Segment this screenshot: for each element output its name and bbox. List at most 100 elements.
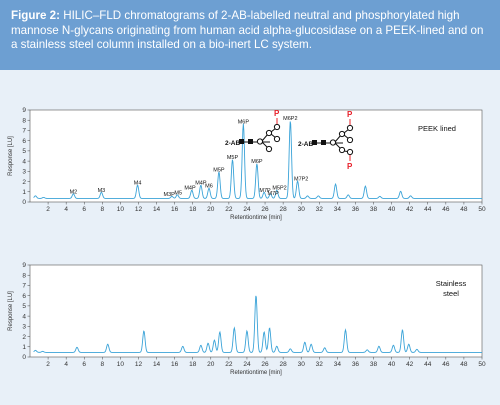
y-axis-label: Response [LU]	[8, 136, 14, 176]
glcnac-square-icon	[239, 139, 244, 144]
y-tick-label: 1	[22, 189, 26, 196]
y-tick-label: 0	[22, 354, 26, 361]
mannose-circle-icon	[346, 124, 354, 132]
mannose-circle-icon	[273, 135, 281, 143]
x-axis-label: Retentiontime [min]	[230, 370, 282, 376]
peak-label: M7P	[268, 191, 280, 197]
panel-label: steel	[443, 289, 459, 298]
x-tick-label: 34	[334, 361, 342, 368]
glycan-structures: 2-AB P 2-AB	[225, 109, 354, 171]
x-tick-label: 10	[117, 206, 125, 213]
glcnac-square-icon	[321, 140, 326, 145]
chromatogram-trace	[33, 121, 482, 199]
y-tick-label: 5	[22, 303, 26, 310]
peak-label: M7P	[259, 188, 271, 194]
peak-label: M6P	[238, 119, 250, 125]
y-tick-label: 8	[22, 272, 26, 279]
x-tick-label: 44	[424, 361, 432, 368]
x-tick-label: 22	[225, 361, 233, 368]
chromatogram-trace	[33, 295, 482, 353]
x-tick-label: 16	[171, 206, 179, 213]
phosphate-label: P	[347, 162, 353, 171]
y-tick-label: 7	[22, 128, 26, 135]
peak-label: M5P	[227, 155, 239, 161]
x-tick-label: 32	[316, 361, 324, 368]
x-tick-label: 12	[135, 361, 143, 368]
mannose-circle-icon	[273, 123, 281, 131]
x-tick-label: 26	[261, 206, 269, 213]
x-tick-label: 16	[171, 361, 179, 368]
peak-label: M7P2	[294, 177, 308, 183]
peak-label: M5P	[213, 167, 225, 173]
plot-frame	[29, 264, 483, 358]
chart-stainless-steel: 2 4 6 8 10 12 14 16 18 20 22 24 26 28 30 32 34 36 38 40 42 44…	[8, 262, 486, 376]
x-tick-label: 2	[46, 361, 50, 368]
y-tick-label: 4	[22, 158, 26, 165]
peak-label: M4	[134, 181, 142, 187]
y-tick-label: 8	[22, 117, 26, 124]
x-tick-label: 48	[460, 361, 468, 368]
peak-label: M2	[70, 189, 78, 195]
y-tick-label: 4	[22, 313, 26, 320]
x-tick-label: 32	[316, 206, 324, 213]
mannose-circle-icon	[265, 145, 273, 153]
x-tick-label: 12	[135, 206, 143, 213]
x-tick-label: 38	[370, 361, 378, 368]
x-tick-label: 22	[225, 206, 233, 213]
x-tick-label: 24	[243, 361, 251, 368]
chart-peek-lined: 2 4 6 8 10 12 14 16 18 20 22 24 26 28 30 32 34 36 38 40 42 44…	[8, 107, 486, 221]
glcnac-square-icon	[248, 139, 253, 144]
x-tick-label: 28	[280, 361, 288, 368]
plot-frame	[29, 109, 483, 203]
y-tick-label: 5	[22, 148, 26, 155]
x-tick-label: 8	[101, 361, 105, 368]
mannose-circle-icon	[329, 139, 337, 146]
x-tick-label: 18	[189, 206, 197, 213]
x-tick-label: 4	[64, 361, 68, 368]
y-tick-label: 9	[22, 107, 26, 114]
x-tick-label: 26	[261, 361, 269, 368]
structure-mono-phosphate: 2-AB P	[225, 109, 281, 153]
x-tick-label: 14	[153, 206, 161, 213]
x-tick-label: 30	[298, 361, 306, 368]
x-tick-label: 36	[352, 361, 360, 368]
x-tick-label: 44	[424, 206, 432, 213]
y-tick-label: 3	[22, 324, 26, 331]
x-tick-label: 6	[82, 206, 86, 213]
structure-label-2ab: 2-AB	[225, 140, 240, 147]
y-axis-label: Response [LU]	[8, 291, 14, 331]
x-tick-label: 50	[478, 361, 486, 368]
peak-label: M3	[98, 188, 106, 194]
x-tick-label: 14	[153, 361, 161, 368]
mannose-circle-icon	[346, 136, 354, 144]
x-tick-label: 8	[101, 206, 105, 213]
x-tick-label: 38	[370, 206, 378, 213]
peak-label: M6P	[251, 159, 263, 165]
x-tick-label: 42	[406, 206, 414, 213]
panel-label: Stainless	[436, 279, 467, 288]
x-tick-label: 24	[243, 206, 251, 213]
figure-label: Figure 2:	[11, 9, 60, 22]
y-tick-label: 7	[22, 283, 26, 290]
y-tick-label: 6	[22, 293, 26, 300]
peak-label: M3P	[164, 192, 176, 198]
x-tick-label: 2	[46, 206, 50, 213]
y-tick-label: 1	[22, 344, 26, 351]
x-tick-label: 46	[442, 206, 450, 213]
x-tick-label: 20	[207, 361, 215, 368]
x-tick-label: 30	[298, 206, 306, 213]
caption-banner: Figure 2: HILIC–FLD chromatograms of 2-A…	[0, 0, 500, 70]
caption-text: HILIC–FLD chromatograms of 2-AB-labelled…	[11, 9, 484, 51]
mannose-circle-icon	[338, 146, 346, 154]
x-tick-label: 6	[82, 361, 86, 368]
x-tick-label: 28	[280, 206, 288, 213]
y-tick-label: 6	[22, 138, 26, 145]
y-tick-label: 2	[22, 179, 26, 186]
x-axis-label: Retentiontime [min]	[230, 215, 282, 221]
x-tick-label: 48	[460, 206, 468, 213]
x-tick-label: 10	[117, 361, 125, 368]
figure-caption: Figure 2: HILIC–FLD chromatograms of 2-A…	[11, 9, 491, 53]
y-tick-label: 3	[22, 169, 26, 176]
y-tick-label: 0	[22, 199, 26, 206]
